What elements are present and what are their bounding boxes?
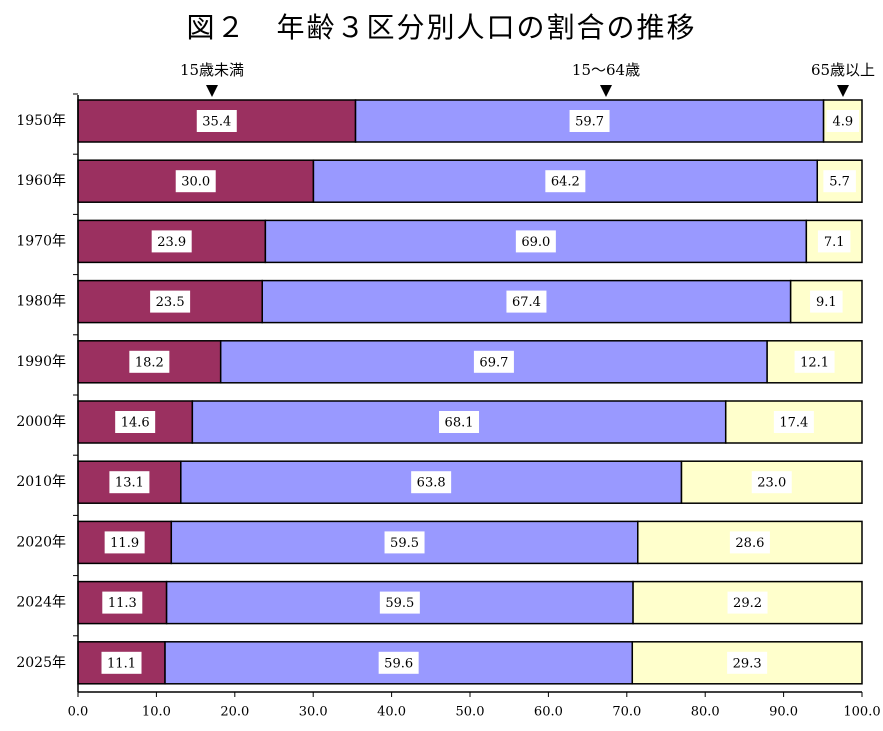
bar-segment xyxy=(632,580,863,625)
data-label: 4.9 xyxy=(832,115,853,130)
x-tick-label: 90.0 xyxy=(769,705,798,720)
data-label: 35.4 xyxy=(202,115,231,130)
data-label: 18.2 xyxy=(135,355,164,370)
data-label-box xyxy=(569,110,610,132)
data-label: 11.1 xyxy=(107,656,136,671)
bar-segment xyxy=(637,520,863,565)
chart-title: 図２ 年齢３区分別人口の割合の推移 xyxy=(186,11,697,44)
legend-arrow xyxy=(600,85,612,97)
data-label-box xyxy=(826,110,860,132)
x-tick-label: 100.0 xyxy=(843,705,880,720)
x-tick-label: 30.0 xyxy=(299,705,328,720)
bar-segment xyxy=(77,99,357,143)
data-label: 59.5 xyxy=(385,596,414,611)
data-label: 59.5 xyxy=(390,536,419,551)
data-label: 23.9 xyxy=(157,235,186,250)
data-label: 69.7 xyxy=(479,355,508,370)
data-label: 13.1 xyxy=(115,476,144,491)
legend-arrow xyxy=(837,85,849,97)
data-label-box xyxy=(823,170,856,193)
category-label: 2020年 xyxy=(16,534,66,550)
data-label-box xyxy=(515,230,556,253)
data-label-box xyxy=(810,290,843,313)
x-tick-label: 40.0 xyxy=(377,705,406,720)
data-label: 7.1 xyxy=(824,235,845,250)
data-label: 5.7 xyxy=(829,175,850,190)
category-label: 1990年 xyxy=(16,354,66,370)
data-label: 9.1 xyxy=(816,295,837,310)
data-label: 23.0 xyxy=(757,476,786,491)
legend-label: 15歳未満 xyxy=(180,61,244,79)
data-label-box xyxy=(151,230,192,253)
data-label: 30.0 xyxy=(181,175,210,190)
data-label-box xyxy=(150,290,191,313)
data-label-box xyxy=(506,290,547,313)
x-tick-label: 20.0 xyxy=(220,705,249,720)
data-label-box xyxy=(102,591,143,614)
data-label: 59.7 xyxy=(575,115,604,130)
x-tick-label: 70.0 xyxy=(612,705,641,720)
data-label-box xyxy=(727,651,768,674)
data-label: 29.3 xyxy=(733,656,762,671)
x-tick-label: 10.0 xyxy=(142,705,171,720)
data-label-box xyxy=(101,651,142,674)
category-label: 2025年 xyxy=(16,655,66,671)
x-tick-label: 80.0 xyxy=(691,705,720,720)
data-label-box xyxy=(411,471,452,494)
data-label-box xyxy=(115,411,156,433)
category-label: 2024年 xyxy=(16,595,66,611)
data-label-box xyxy=(794,350,835,373)
data-label: 11.3 xyxy=(108,596,137,611)
legend-label: 15～64歳 xyxy=(572,61,640,79)
data-label: 11.9 xyxy=(110,536,139,551)
data-label: 23.5 xyxy=(156,295,185,310)
data-label-box xyxy=(751,471,792,494)
legend-arrow xyxy=(206,85,218,97)
data-label: 64.2 xyxy=(551,175,580,190)
data-label-box xyxy=(378,651,419,674)
data-label: 63.8 xyxy=(417,476,446,491)
data-label: 28.6 xyxy=(735,536,764,551)
data-label: 29.2 xyxy=(733,596,762,611)
x-tick-label: 0.0 xyxy=(68,705,89,720)
data-label-box xyxy=(104,531,145,554)
data-label: 59.6 xyxy=(384,656,413,671)
data-label-box xyxy=(729,531,770,554)
category-label: 1950年 xyxy=(16,113,66,129)
data-label-box xyxy=(175,170,216,193)
data-label: 14.6 xyxy=(121,416,150,431)
category-label: 1980年 xyxy=(16,294,66,310)
category-label: 2000年 xyxy=(16,414,66,430)
data-label-box xyxy=(473,350,514,373)
category-label: 2010年 xyxy=(16,474,66,490)
data-label-box xyxy=(439,411,480,433)
x-tick-label: 50.0 xyxy=(456,705,485,720)
data-label-box xyxy=(196,110,237,132)
category-label: 1960年 xyxy=(16,173,66,189)
data-label-box xyxy=(773,411,814,433)
data-label-box xyxy=(379,591,420,614)
data-label-box xyxy=(727,591,768,614)
legend-label: 65歳以上 xyxy=(811,61,875,79)
data-label-box xyxy=(384,531,425,554)
data-label: 67.4 xyxy=(512,295,541,310)
data-label: 12.1 xyxy=(800,355,829,370)
data-label-box xyxy=(817,230,851,253)
data-label: 69.0 xyxy=(521,235,550,250)
category-label: 1970年 xyxy=(16,233,66,249)
x-tick-label: 60.0 xyxy=(534,705,563,720)
data-label-box xyxy=(545,170,586,193)
data-label-box xyxy=(129,350,170,373)
bar-segment xyxy=(261,279,792,324)
data-label: 68.1 xyxy=(445,416,474,431)
data-label-box xyxy=(109,471,150,494)
data-label: 17.4 xyxy=(779,416,808,431)
